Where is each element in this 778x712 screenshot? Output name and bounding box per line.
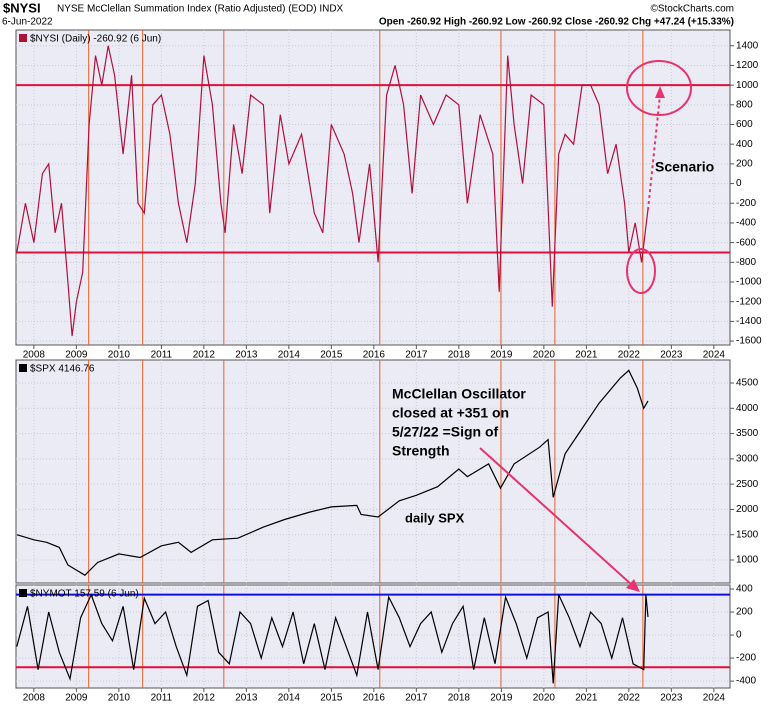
series-line — [16, 369, 649, 576]
y-tick-label: -400 — [736, 676, 756, 687]
x-tick-label: 2014 — [278, 350, 301, 361]
arrowhead — [655, 86, 665, 98]
y-tick-label: 3500 — [736, 428, 759, 439]
x-tick-label: 2008 — [23, 350, 46, 361]
credit: ©StockCharts.com — [650, 4, 734, 15]
y-tick-label: 200 — [736, 607, 753, 618]
y-tick-label: -400 — [736, 218, 756, 229]
x-tick-label: 2023 — [660, 350, 683, 361]
arrow — [647, 94, 661, 211]
header-date: 6-Jun-2022 — [2, 17, 53, 28]
y-tick-label: 0 — [736, 178, 742, 189]
x-tick-label: 2012 — [193, 350, 216, 361]
legend-label: $SPX 4146.76 — [30, 364, 95, 375]
y-tick-label: -600 — [736, 237, 756, 248]
x-tick-label: 2009 — [65, 693, 88, 704]
circle — [626, 60, 692, 116]
x-tick-label: 2017 — [405, 350, 428, 361]
y-tick-label: 3000 — [736, 453, 759, 464]
y-tick-label: 400 — [736, 584, 753, 595]
x-tick-label: 2021 — [575, 350, 598, 361]
symbol: $NYSI — [3, 0, 41, 15]
x-tick-label: 2017 — [405, 693, 428, 704]
x-tick-label: 2016 — [363, 350, 386, 361]
annotation: McClellan Oscillator — [392, 386, 526, 402]
x-tick-label: 2020 — [533, 350, 556, 361]
x-tick-label: 2010 — [108, 693, 131, 704]
series-line — [16, 593, 649, 684]
x-tick-label: 2024 — [703, 693, 726, 704]
annotation: Strength — [392, 443, 450, 459]
x-tick-label: 2014 — [278, 693, 301, 704]
annotation: Scenario — [655, 159, 714, 175]
annotation: closed at +351 on — [392, 405, 509, 421]
header-quote: Open -260.92 High -260.92 Low -260.92 Cl… — [379, 17, 734, 28]
y-tick-label: 1000 — [736, 80, 759, 91]
plot-area — [15, 584, 731, 689]
legend-swatch — [19, 589, 27, 597]
y-tick-label: 4500 — [736, 378, 759, 389]
y-tick-label: 4000 — [736, 403, 759, 414]
x-tick-label: 2019 — [490, 693, 513, 704]
y-tick-label: 400 — [736, 139, 753, 150]
x-tick-label: 2022 — [618, 693, 641, 704]
x-tick-label: 2018 — [448, 693, 471, 704]
series-line — [16, 45, 649, 337]
legend-swatch — [19, 364, 27, 372]
x-tick-label: 2013 — [235, 350, 258, 361]
y-tick-label: -1400 — [736, 316, 762, 327]
y-tick-label: -1000 — [736, 277, 762, 288]
header-title: NYSE McClellan Summation Index (Ratio Ad… — [57, 4, 344, 15]
arrow — [479, 447, 633, 586]
x-tick-label: 2023 — [660, 693, 683, 704]
annotation: 5/27/22 =Sign of — [392, 424, 499, 440]
y-tick-label: 800 — [736, 99, 753, 110]
x-tick-label: 2015 — [320, 350, 343, 361]
x-tick-label: 2024 — [703, 350, 726, 361]
annotation: daily SPX — [405, 510, 465, 525]
arrowhead — [626, 579, 640, 592]
x-tick-label: 2013 — [235, 693, 258, 704]
x-tick-label: 2019 — [490, 350, 513, 361]
x-tick-label: 2010 — [108, 350, 131, 361]
y-tick-label: 1000 — [736, 555, 759, 566]
x-tick-label: 2011 — [151, 350, 173, 361]
y-tick-label: 600 — [736, 119, 753, 130]
x-tick-label: 2016 — [363, 693, 386, 704]
y-tick-label: 0 — [736, 630, 742, 641]
x-tick-label: 2011 — [151, 693, 173, 704]
y-tick-label: -1200 — [736, 296, 762, 307]
x-tick-label: 2022 — [618, 350, 641, 361]
y-tick-label: -200 — [736, 198, 756, 209]
x-tick-label: 2018 — [448, 350, 471, 361]
y-tick-label: 200 — [736, 159, 753, 170]
panels: 1400120010008006004002000-200-400-600-80… — [15, 29, 762, 704]
x-tick-label: 2015 — [320, 693, 343, 704]
y-tick-label: 1200 — [736, 60, 759, 71]
y-tick-label: 1400 — [736, 40, 759, 51]
x-tick-label: 2009 — [65, 350, 88, 361]
y-tick-label: 2000 — [736, 504, 759, 515]
y-tick-label: 2500 — [736, 479, 759, 490]
legend-label: $NYSI (Daily) -260.92 (6 Jun) — [30, 34, 161, 45]
x-tick-label: 2021 — [575, 693, 598, 704]
plot-area — [15, 359, 731, 584]
legend-swatch — [19, 34, 27, 42]
plot-area — [15, 29, 731, 346]
y-tick-label: -800 — [736, 257, 756, 268]
x-tick-label: 2008 — [23, 693, 46, 704]
legend-label: $NYMOT 157.59 (6 Jun) — [30, 589, 139, 600]
y-tick-label: -1600 — [736, 336, 762, 347]
x-tick-label: 2012 — [193, 693, 216, 704]
x-tick-label: 2020 — [533, 693, 556, 704]
y-tick-label: -200 — [736, 653, 756, 664]
circle — [626, 248, 656, 294]
y-tick-label: 1500 — [736, 529, 759, 540]
